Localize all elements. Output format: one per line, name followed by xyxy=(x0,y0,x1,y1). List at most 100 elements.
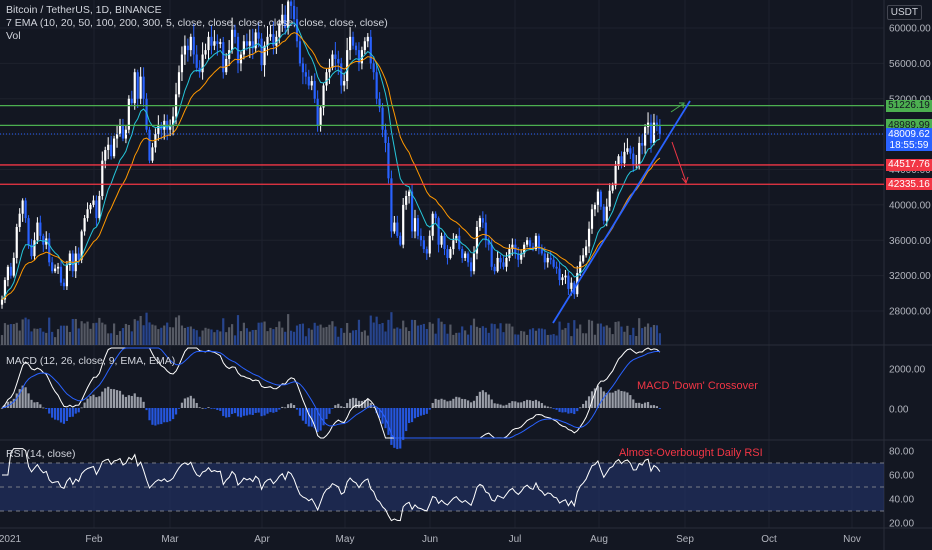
macd-histogram-bar xyxy=(363,400,366,408)
macd-histogram-bar xyxy=(290,403,293,408)
volume-bar xyxy=(490,323,493,345)
candle-body xyxy=(517,253,520,260)
volume-bar xyxy=(266,331,269,345)
macd-histogram-bar xyxy=(416,408,420,418)
macd-histogram-bar xyxy=(531,400,535,408)
time-tick-label: Nov xyxy=(843,534,861,545)
macd-histogram-bar xyxy=(216,408,219,410)
macd-histogram-bar xyxy=(478,391,481,408)
currency-selector[interactable]: USDT xyxy=(886,5,922,20)
volume-bar xyxy=(310,329,313,345)
candle-body xyxy=(15,226,18,258)
macd-histogram-bar xyxy=(517,402,520,408)
macd-histogram-bar xyxy=(472,400,476,408)
rsi-legend[interactable]: RSI (14, close) xyxy=(6,448,76,460)
rsi-tick-label: 40.00 xyxy=(889,495,914,506)
macd-histogram-bar xyxy=(334,405,337,408)
volume-bar xyxy=(304,336,307,345)
candle-body xyxy=(475,226,479,254)
volume-bar xyxy=(357,319,361,345)
candle-body xyxy=(281,14,284,24)
macd-histogram-bar xyxy=(59,408,63,423)
volume-bar xyxy=(366,335,369,345)
volume-bar xyxy=(608,327,611,345)
candle-body xyxy=(213,41,216,46)
ema-legend[interactable]: 7 EMA (10, 20, 50, 100, 200, 300, 5, clo… xyxy=(6,17,388,29)
symbol-legend[interactable]: Bitcoin / TetherUS, 1D, BINANCE xyxy=(6,4,162,16)
macd-histogram-bar xyxy=(475,395,479,408)
volume-legend[interactable]: Vol xyxy=(6,30,21,42)
candle-body xyxy=(520,253,523,260)
volume-bar xyxy=(443,324,446,345)
volume-bar xyxy=(233,335,237,345)
candle-body xyxy=(59,266,63,283)
macd-histogram-bar xyxy=(278,408,281,410)
macd-histogram-bar xyxy=(133,393,136,408)
candle-body xyxy=(437,218,440,245)
down-arrow xyxy=(671,141,687,183)
volume-bar xyxy=(192,328,195,345)
volume-bar xyxy=(649,327,653,345)
macd-histogram-bar xyxy=(505,404,508,408)
volume-bar xyxy=(278,321,281,345)
volume-bar xyxy=(80,321,83,345)
macd-histogram-bar xyxy=(558,408,561,412)
macd-legend[interactable]: MACD (12, 26, close, 9, EMA, EMA) xyxy=(6,355,176,367)
candle-body xyxy=(248,41,251,46)
candle-body xyxy=(590,209,594,229)
volume-bar xyxy=(284,331,287,345)
volume-bar xyxy=(231,324,234,345)
macd-histogram-bar xyxy=(12,398,15,408)
candle-body xyxy=(440,235,443,245)
volume-bar xyxy=(198,336,201,345)
volume-bar xyxy=(343,332,346,345)
volume-bar xyxy=(248,331,251,345)
candle-body xyxy=(222,42,225,73)
macd-histogram-bar xyxy=(484,392,487,408)
macd-histogram-bar xyxy=(56,408,60,421)
volume-bar xyxy=(59,325,63,345)
volume-bar xyxy=(328,324,331,345)
candle-body xyxy=(596,191,599,205)
candle-body xyxy=(80,231,83,260)
macd-histogram-bar xyxy=(113,389,116,408)
candle-body xyxy=(172,116,175,126)
volume-bar xyxy=(160,327,163,345)
volume-bar xyxy=(183,327,186,345)
candle-body xyxy=(428,235,431,254)
candle-body xyxy=(381,107,384,130)
volume-bar xyxy=(517,334,520,345)
candle-body xyxy=(83,218,86,232)
price-tick-label: 40000.00 xyxy=(889,200,931,211)
volume-bar xyxy=(18,330,21,345)
volume-bar xyxy=(319,324,322,345)
candle-body xyxy=(54,268,57,272)
macd-histogram-bar xyxy=(461,398,464,408)
volume-bar xyxy=(543,329,546,345)
volume-bar xyxy=(561,329,564,345)
volume-bar xyxy=(617,321,620,345)
macd-histogram-bar xyxy=(431,402,434,408)
macd-histogram-bar xyxy=(458,397,461,408)
time-tick-label: Oct xyxy=(761,534,777,545)
candle-body xyxy=(422,240,425,250)
candle-body xyxy=(139,76,142,99)
volume-bar xyxy=(349,332,352,345)
candle-body xyxy=(443,235,446,250)
candle-body xyxy=(599,191,602,207)
volume-bar xyxy=(644,326,647,345)
volume-bar xyxy=(434,333,437,345)
volume-bar xyxy=(399,328,402,345)
price-tick-label: 60000.00 xyxy=(889,24,931,35)
volume-bar xyxy=(24,317,27,345)
price-tick-label: 32000.00 xyxy=(889,271,931,282)
candle-body xyxy=(18,213,21,227)
rsi-tick-label: 60.00 xyxy=(889,471,914,482)
volume-bar xyxy=(410,319,414,345)
macd-histogram-bar xyxy=(157,408,160,425)
candle-body xyxy=(6,266,9,281)
volume-bar xyxy=(369,315,372,345)
candle-body xyxy=(399,235,402,245)
volume-bar xyxy=(130,331,133,345)
